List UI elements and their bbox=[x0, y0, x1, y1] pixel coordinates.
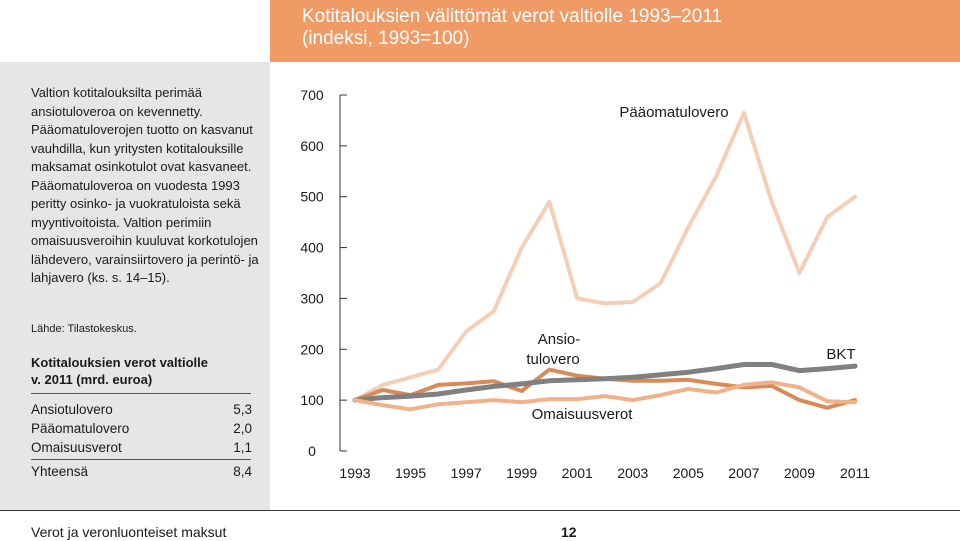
intro-text: Valtion kotitalouksilta perimää ansiotul… bbox=[31, 85, 259, 285]
row-value: 5,3 bbox=[233, 402, 252, 417]
line-chart: 0 100 200 300 400 500 600 700 1993 1995 1997 1999 20… bbox=[300, 87, 870, 481]
x-tick-label: 2007 bbox=[728, 465, 759, 481]
header-banner: Kotitalouksien välittömät verot valtioll… bbox=[270, 0, 960, 62]
y-tick-label: 600 bbox=[300, 138, 324, 154]
y-tick-label: 100 bbox=[300, 392, 324, 408]
sidebar-panel bbox=[0, 62, 270, 510]
x-tick-label: 2003 bbox=[617, 465, 648, 481]
x-tick-label: 1993 bbox=[339, 465, 370, 481]
chart-series bbox=[352, 110, 858, 412]
x-tick-label: 2011 bbox=[840, 465, 870, 481]
y-tick-label: 0 bbox=[308, 443, 316, 459]
y-tick-label: 500 bbox=[300, 189, 324, 205]
source-note: Lähde: Tilastokeskus. bbox=[31, 323, 137, 335]
y-tick-label: 700 bbox=[300, 87, 324, 103]
tax-table-title: Kotitalouksien verot valtiolle v. 2011 (… bbox=[31, 354, 263, 388]
row-label: Omaisuusverot bbox=[31, 440, 122, 455]
annotation-ansiotulovero-line2: tulovero bbox=[526, 351, 579, 368]
annotation-omaisuusverot: Omaisuusverot bbox=[532, 406, 634, 423]
footer-text: Verot ja veronluonteiset maksut bbox=[31, 524, 227, 540]
y-tick-label: 400 bbox=[300, 240, 324, 256]
table-divider-bottom bbox=[31, 459, 251, 460]
x-tick-label: 1999 bbox=[506, 465, 537, 481]
tax-table-title-line2: v. 2011 (mrd. euroa) bbox=[31, 372, 153, 387]
y-tick-label: 200 bbox=[300, 341, 324, 357]
row-label: Ansiotulovero bbox=[31, 402, 113, 417]
page-number: 12 bbox=[561, 524, 577, 540]
table-row: Ansiotulovero 5,3 bbox=[31, 402, 252, 417]
annotation-bkt: BKT bbox=[826, 346, 855, 363]
series-line-pääomatulovero bbox=[353, 110, 857, 403]
chart-title-line1: Kotitalouksien välittömät verot valtioll… bbox=[302, 6, 723, 27]
chart-subtitle: (indeksi, 1993=100) bbox=[302, 28, 470, 49]
y-tick-label: 300 bbox=[300, 290, 324, 306]
series-line-ansiotulovero bbox=[353, 367, 857, 410]
annotation-ansiotulovero-line1: Ansio- bbox=[538, 331, 581, 348]
x-tick-label: 2001 bbox=[562, 465, 593, 481]
x-tick-label: 2009 bbox=[784, 465, 815, 481]
total-value: 8,4 bbox=[233, 464, 252, 479]
chart-title: Kotitalouksien välittömät verot valtioll… bbox=[302, 6, 942, 50]
table-total-row: Yhteensä 8,4 bbox=[31, 464, 252, 479]
total-label: Yhteensä bbox=[31, 464, 89, 479]
table-row: Pääomatulovero 2,0 bbox=[31, 421, 252, 436]
tax-table-title-line1: Kotitalouksien verot valtiolle bbox=[31, 355, 208, 370]
x-tick-label: 2005 bbox=[673, 465, 704, 481]
footer-divider bbox=[0, 510, 960, 511]
chart-axes: 0 100 200 300 400 500 600 700 1993 1995 1997 1999 20… bbox=[300, 87, 870, 481]
row-value: 1,1 bbox=[233, 440, 252, 455]
x-tick-label: 1995 bbox=[395, 465, 426, 481]
chart-annotations: Pääomatulovero Ansio- tulovero Omaisuusv… bbox=[526, 104, 855, 423]
row-value: 2,0 bbox=[233, 421, 252, 436]
annotation-paaomatulovero: Pääomatulovero bbox=[619, 104, 728, 121]
row-label: Pääomatulovero bbox=[31, 421, 130, 436]
series-line-omaisuusverot bbox=[353, 380, 857, 412]
table-row: Omaisuusverot 1,1 bbox=[31, 440, 252, 455]
series-line-bkt bbox=[352, 362, 858, 403]
x-tick-label: 1997 bbox=[451, 465, 482, 481]
table-divider-top bbox=[31, 393, 251, 394]
